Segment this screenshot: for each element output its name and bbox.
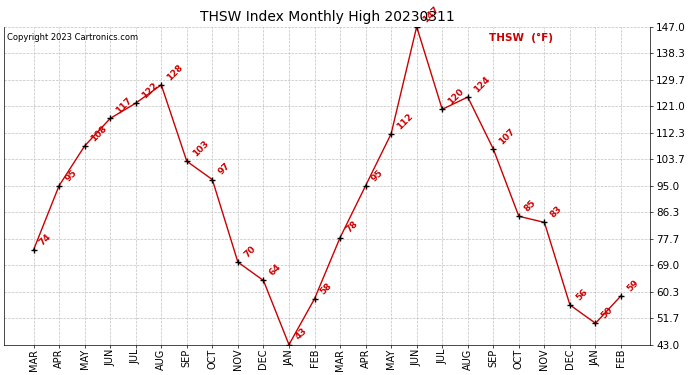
Text: 128: 128: [166, 62, 185, 82]
Text: 120: 120: [446, 87, 466, 106]
Text: 97: 97: [217, 161, 232, 177]
Text: Copyright 2023 Cartronics.com: Copyright 2023 Cartronics.com: [8, 33, 139, 42]
Text: 124: 124: [472, 75, 492, 94]
Text: 95: 95: [63, 168, 79, 183]
Text: 74: 74: [38, 232, 53, 247]
Text: THSW  (°F): THSW (°F): [489, 33, 553, 43]
Text: 64: 64: [268, 262, 283, 278]
Text: 59: 59: [625, 278, 640, 293]
Text: 50: 50: [600, 305, 615, 321]
Text: 56: 56: [574, 287, 589, 302]
Text: 43: 43: [293, 327, 308, 342]
Text: 112: 112: [395, 111, 415, 131]
Text: 95: 95: [370, 168, 385, 183]
Text: 70: 70: [242, 244, 257, 260]
Text: 83: 83: [549, 204, 564, 220]
Title: THSW Index Monthly High 20230311: THSW Index Monthly High 20230311: [200, 10, 455, 24]
Text: 107: 107: [497, 127, 517, 146]
Text: 85: 85: [523, 198, 538, 213]
Text: 78: 78: [344, 220, 359, 235]
Text: 117: 117: [115, 96, 134, 116]
Text: 147: 147: [421, 4, 441, 24]
Text: 58: 58: [319, 281, 334, 296]
Text: 122: 122: [140, 81, 159, 100]
Text: 108: 108: [89, 124, 108, 143]
Text: 103: 103: [191, 139, 210, 159]
